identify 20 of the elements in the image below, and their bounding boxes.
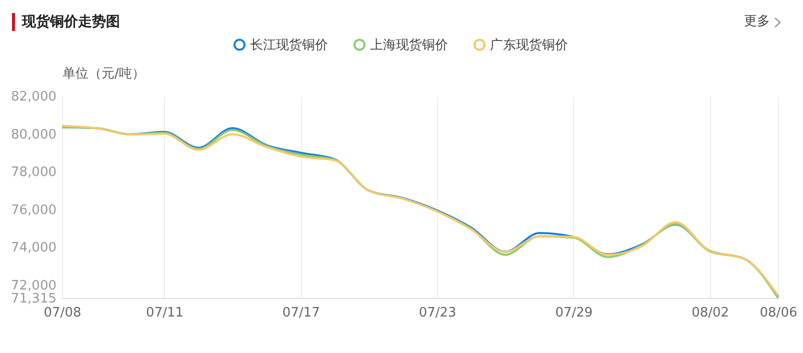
x-tick-label: 08/06 [760, 306, 798, 320]
x-tick-label: 07/17 [282, 306, 320, 320]
chart-title: 现货铜价走势图 [12, 13, 120, 31]
legend-label: 上海现货铜价 [370, 38, 448, 53]
x-tick-label: 07/08 [44, 306, 82, 320]
x-tick-label: 08/02 [692, 306, 730, 320]
y-tick-label: 71,315 [11, 292, 56, 306]
x-tick-label: 07/29 [555, 306, 593, 320]
legend-label: 广东现货铜价 [490, 38, 568, 53]
y-tick-label: 82,000 [11, 90, 56, 104]
x-tick-label: 07/23 [418, 306, 456, 320]
y-tick-label: 78,000 [11, 165, 56, 180]
legend-label: 长江现货铜价 [250, 38, 328, 53]
y-tick-label: 74,000 [11, 240, 56, 256]
x-tick-label: 07/11 [146, 306, 184, 320]
y-tick-label: 80,000 [11, 127, 56, 142]
y-tick-label: 72,000 [11, 278, 56, 294]
y-tick-label: 76,000 [11, 202, 56, 218]
text: 更多 [744, 14, 770, 30]
y-axis-title: 单位（元/吨） [62, 66, 145, 82]
